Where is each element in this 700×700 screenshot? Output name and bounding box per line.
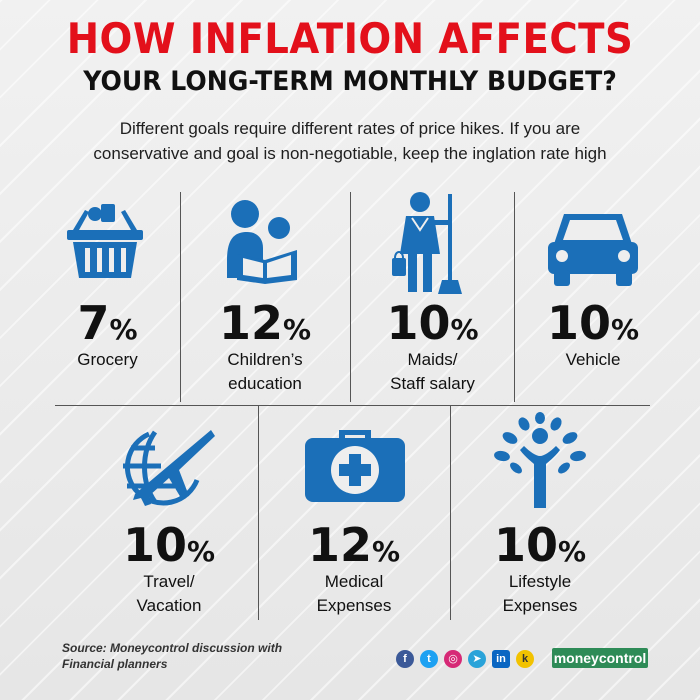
value-unit: % — [450, 313, 479, 346]
telegram-icon[interactable]: ➤ — [468, 650, 486, 668]
label-line1: Children’s — [227, 350, 303, 369]
divider — [450, 405, 451, 620]
item-maids-staff-salary: 10% Maids/ Staff salary — [355, 190, 510, 400]
divider — [180, 192, 181, 402]
linkedin-icon[interactable]: in — [492, 650, 510, 668]
divider — [258, 405, 259, 620]
first-aid-kit-icon — [303, 424, 407, 504]
label-line2: Vacation — [136, 596, 202, 615]
inflation-value: 7% — [40, 298, 175, 355]
label-line1: Maids/ — [407, 350, 458, 369]
item-label: Grocery — [40, 348, 175, 372]
value-unit: % — [557, 535, 587, 568]
divider — [350, 192, 351, 402]
label-line1: Grocery — [77, 350, 138, 369]
subtitle-line2: conservative and goal is non-negotiable,… — [93, 144, 607, 163]
item-medical-expenses: 12% Medical Expenses — [263, 410, 445, 620]
item-childrens-education: 12% Children’s education — [185, 190, 345, 400]
item-vehicle: 10% Vehicle — [518, 190, 668, 400]
person-tree-icon — [490, 412, 590, 510]
twitter-icon[interactable]: t — [420, 650, 438, 668]
value-number: 10 — [493, 518, 558, 572]
reading-icon — [223, 198, 307, 284]
subtitle-line1: Different goals require different rates … — [119, 119, 581, 138]
source-line2: Financial planners — [62, 657, 168, 671]
divider — [514, 192, 515, 402]
label-line2: education — [228, 374, 302, 393]
inflation-value: 10% — [355, 298, 510, 355]
value-unit: % — [186, 535, 216, 568]
globe-plane-icon — [115, 422, 215, 510]
item-label: Maids/ Staff salary — [355, 348, 510, 396]
item-grocery: 7% Grocery — [40, 190, 175, 400]
label-line2: Expenses — [502, 596, 578, 615]
facebook-icon[interactable]: f — [396, 650, 414, 668]
subtitle: Different goals require different rates … — [30, 116, 670, 166]
page-title-line2: YOUR LONG-TERM MONTHLY BUDGET? — [83, 66, 617, 97]
page-title: HOW INFLATION AFFECTS — [66, 14, 634, 63]
item-label: Vehicle — [518, 348, 668, 372]
inflation-value: 12% — [263, 520, 445, 577]
inflation-value: 12% — [185, 298, 345, 355]
value-unit: % — [610, 313, 640, 346]
item-label: Travel/ Vacation — [85, 570, 253, 618]
value-number: 12 — [218, 296, 283, 350]
item-lifestyle-expenses: 10% Lifestyle Expenses — [455, 410, 625, 620]
value-unit: % — [282, 313, 312, 346]
inflation-value: 10% — [518, 298, 668, 355]
maid-icon — [390, 190, 470, 296]
item-label: Children’s education — [185, 348, 345, 396]
label-line1: Travel/ — [143, 572, 195, 591]
label-line1: Medical — [324, 572, 384, 591]
value-unit: % — [371, 535, 401, 568]
car-icon — [546, 208, 640, 288]
inflation-value: 10% — [455, 520, 625, 577]
value-number: 7 — [77, 296, 110, 350]
label-line1: Vehicle — [565, 350, 621, 369]
koo-icon[interactable]: k — [516, 650, 534, 668]
source-line1: Source: Moneycontrol discussion with — [62, 641, 283, 655]
basket-icon — [65, 200, 145, 280]
item-travel-vacation: 10% Travel/ Vacation — [85, 410, 253, 620]
source-note: Source: Moneycontrol discussion with Fin… — [62, 640, 362, 672]
value-number: 10 — [386, 296, 451, 350]
item-label: Lifestyle Expenses — [455, 570, 625, 618]
divider — [55, 405, 650, 406]
value-unit: % — [109, 313, 138, 346]
value-number: 12 — [307, 518, 372, 572]
item-label: Medical Expenses — [263, 570, 445, 618]
inflation-value: 10% — [85, 520, 253, 577]
label-line1: Lifestyle — [508, 572, 572, 591]
brand-logo: moneycontrol — [552, 648, 648, 668]
label-line2: Expenses — [316, 596, 392, 615]
value-number: 10 — [546, 296, 611, 350]
value-number: 10 — [122, 518, 187, 572]
instagram-icon[interactable]: ◎ — [444, 650, 462, 668]
label-line2: Staff salary — [390, 374, 475, 393]
